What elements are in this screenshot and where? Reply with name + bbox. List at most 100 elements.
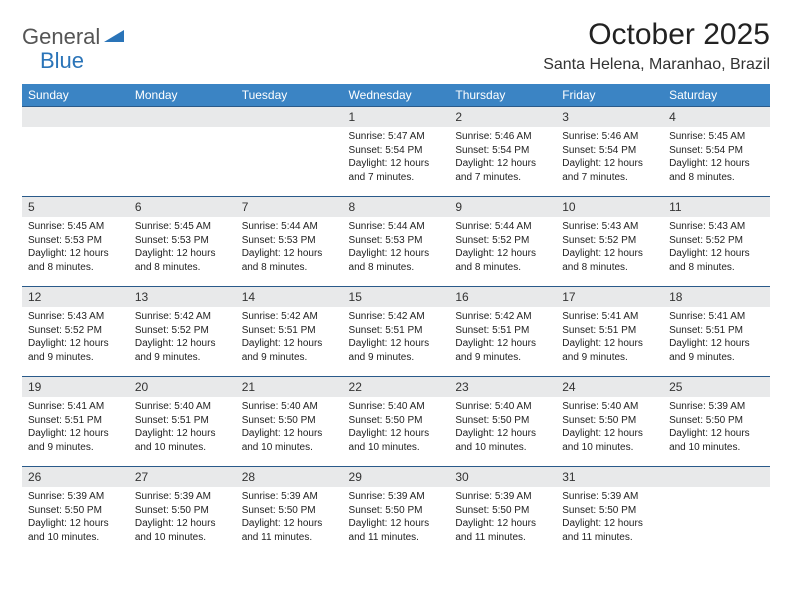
day-number: 20 [129, 377, 236, 397]
calendar-day-cell: 18Sunrise: 5:41 AMSunset: 5:51 PMDayligh… [663, 287, 770, 377]
day-number: 8 [343, 197, 450, 217]
weekday-header: Monday [129, 84, 236, 107]
day-details: Sunrise: 5:42 AMSunset: 5:52 PMDaylight:… [129, 307, 236, 368]
day-details: Sunrise: 5:43 AMSunset: 5:52 PMDaylight:… [663, 217, 770, 278]
day-number: 22 [343, 377, 450, 397]
calendar-day-cell: 4Sunrise: 5:45 AMSunset: 5:54 PMDaylight… [663, 107, 770, 197]
calendar-week-row: 1Sunrise: 5:47 AMSunset: 5:54 PMDaylight… [22, 107, 770, 197]
day-number: 1 [343, 107, 450, 127]
calendar-day-cell: 27Sunrise: 5:39 AMSunset: 5:50 PMDayligh… [129, 467, 236, 551]
weekday-header: Thursday [449, 84, 556, 107]
calendar-day-cell: 21Sunrise: 5:40 AMSunset: 5:50 PMDayligh… [236, 377, 343, 467]
day-number: 27 [129, 467, 236, 487]
calendar-day-cell: 17Sunrise: 5:41 AMSunset: 5:51 PMDayligh… [556, 287, 663, 377]
calendar-day-cell: 28Sunrise: 5:39 AMSunset: 5:50 PMDayligh… [236, 467, 343, 551]
day-details: Sunrise: 5:40 AMSunset: 5:50 PMDaylight:… [236, 397, 343, 458]
calendar-day-cell: 23Sunrise: 5:40 AMSunset: 5:50 PMDayligh… [449, 377, 556, 467]
weekday-header: Sunday [22, 84, 129, 107]
day-number: 10 [556, 197, 663, 217]
calendar-day-cell: 9Sunrise: 5:44 AMSunset: 5:52 PMDaylight… [449, 197, 556, 287]
day-details: Sunrise: 5:39 AMSunset: 5:50 PMDaylight:… [129, 487, 236, 548]
calendar-day-cell: 20Sunrise: 5:40 AMSunset: 5:51 PMDayligh… [129, 377, 236, 467]
day-details: Sunrise: 5:43 AMSunset: 5:52 PMDaylight:… [556, 217, 663, 278]
day-number: 9 [449, 197, 556, 217]
day-details: Sunrise: 5:44 AMSunset: 5:52 PMDaylight:… [449, 217, 556, 278]
calendar-day-cell: 6Sunrise: 5:45 AMSunset: 5:53 PMDaylight… [129, 197, 236, 287]
day-details: Sunrise: 5:40 AMSunset: 5:50 PMDaylight:… [449, 397, 556, 458]
calendar-day-cell: 30Sunrise: 5:39 AMSunset: 5:50 PMDayligh… [449, 467, 556, 551]
day-number: 7 [236, 197, 343, 217]
weekday-header: Friday [556, 84, 663, 107]
day-details: Sunrise: 5:39 AMSunset: 5:50 PMDaylight:… [343, 487, 450, 548]
calendar-empty-cell [22, 107, 129, 197]
day-details: Sunrise: 5:40 AMSunset: 5:51 PMDaylight:… [129, 397, 236, 458]
day-details: Sunrise: 5:39 AMSunset: 5:50 PMDaylight:… [236, 487, 343, 548]
calendar-header-row: SundayMondayTuesdayWednesdayThursdayFrid… [22, 84, 770, 107]
day-number: 18 [663, 287, 770, 307]
day-number: 23 [449, 377, 556, 397]
calendar-empty-cell [129, 107, 236, 197]
calendar-week-row: 19Sunrise: 5:41 AMSunset: 5:51 PMDayligh… [22, 377, 770, 467]
calendar-day-cell: 19Sunrise: 5:41 AMSunset: 5:51 PMDayligh… [22, 377, 129, 467]
calendar-day-cell: 16Sunrise: 5:42 AMSunset: 5:51 PMDayligh… [449, 287, 556, 377]
day-number: 26 [22, 467, 129, 487]
calendar-day-cell: 8Sunrise: 5:44 AMSunset: 5:53 PMDaylight… [343, 197, 450, 287]
day-details: Sunrise: 5:39 AMSunset: 5:50 PMDaylight:… [22, 487, 129, 548]
day-number: 14 [236, 287, 343, 307]
calendar-empty-cell [236, 107, 343, 197]
header: General October 2025 Santa Helena, Maran… [22, 18, 770, 74]
weekday-header: Tuesday [236, 84, 343, 107]
day-number: 3 [556, 107, 663, 127]
day-number [663, 467, 770, 487]
title-block: October 2025 Santa Helena, Maranhao, Bra… [543, 18, 770, 74]
day-details: Sunrise: 5:39 AMSunset: 5:50 PMDaylight:… [449, 487, 556, 548]
day-number [22, 107, 129, 127]
day-details [22, 127, 129, 177]
calendar-day-cell: 24Sunrise: 5:40 AMSunset: 5:50 PMDayligh… [556, 377, 663, 467]
day-details [129, 127, 236, 177]
day-details: Sunrise: 5:43 AMSunset: 5:52 PMDaylight:… [22, 307, 129, 368]
calendar-empty-cell [663, 467, 770, 551]
day-details: Sunrise: 5:42 AMSunset: 5:51 PMDaylight:… [343, 307, 450, 368]
day-number: 24 [556, 377, 663, 397]
day-number [236, 107, 343, 127]
weekday-header: Wednesday [343, 84, 450, 107]
calendar-body: 1Sunrise: 5:47 AMSunset: 5:54 PMDaylight… [22, 107, 770, 551]
day-details: Sunrise: 5:42 AMSunset: 5:51 PMDaylight:… [236, 307, 343, 368]
day-details: Sunrise: 5:45 AMSunset: 5:54 PMDaylight:… [663, 127, 770, 188]
calendar-day-cell: 12Sunrise: 5:43 AMSunset: 5:52 PMDayligh… [22, 287, 129, 377]
calendar-day-cell: 31Sunrise: 5:39 AMSunset: 5:50 PMDayligh… [556, 467, 663, 551]
calendar-day-cell: 13Sunrise: 5:42 AMSunset: 5:52 PMDayligh… [129, 287, 236, 377]
calendar-day-cell: 5Sunrise: 5:45 AMSunset: 5:53 PMDaylight… [22, 197, 129, 287]
calendar-day-cell: 3Sunrise: 5:46 AMSunset: 5:54 PMDaylight… [556, 107, 663, 197]
day-details: Sunrise: 5:45 AMSunset: 5:53 PMDaylight:… [22, 217, 129, 278]
day-number: 17 [556, 287, 663, 307]
day-details: Sunrise: 5:40 AMSunset: 5:50 PMDaylight:… [556, 397, 663, 458]
day-number: 19 [22, 377, 129, 397]
calendar-day-cell: 14Sunrise: 5:42 AMSunset: 5:51 PMDayligh… [236, 287, 343, 377]
day-details: Sunrise: 5:44 AMSunset: 5:53 PMDaylight:… [236, 217, 343, 278]
day-number: 29 [343, 467, 450, 487]
calendar-week-row: 12Sunrise: 5:43 AMSunset: 5:52 PMDayligh… [22, 287, 770, 377]
calendar-week-row: 5Sunrise: 5:45 AMSunset: 5:53 PMDaylight… [22, 197, 770, 287]
calendar-day-cell: 1Sunrise: 5:47 AMSunset: 5:54 PMDaylight… [343, 107, 450, 197]
calendar-table: SundayMondayTuesdayWednesdayThursdayFrid… [22, 84, 770, 551]
day-details: Sunrise: 5:44 AMSunset: 5:53 PMDaylight:… [343, 217, 450, 278]
calendar-day-cell: 15Sunrise: 5:42 AMSunset: 5:51 PMDayligh… [343, 287, 450, 377]
logo-text-blue: Blue [40, 48, 84, 74]
day-number: 31 [556, 467, 663, 487]
calendar-day-cell: 11Sunrise: 5:43 AMSunset: 5:52 PMDayligh… [663, 197, 770, 287]
day-number: 25 [663, 377, 770, 397]
day-number: 30 [449, 467, 556, 487]
logo: General [22, 18, 126, 50]
day-details: Sunrise: 5:47 AMSunset: 5:54 PMDaylight:… [343, 127, 450, 188]
day-number: 16 [449, 287, 556, 307]
day-number: 12 [22, 287, 129, 307]
logo-triangle-icon [104, 26, 124, 42]
calendar-day-cell: 2Sunrise: 5:46 AMSunset: 5:54 PMDaylight… [449, 107, 556, 197]
month-title: October 2025 [543, 18, 770, 52]
calendar-day-cell: 29Sunrise: 5:39 AMSunset: 5:50 PMDayligh… [343, 467, 450, 551]
day-details: Sunrise: 5:45 AMSunset: 5:53 PMDaylight:… [129, 217, 236, 278]
day-details: Sunrise: 5:41 AMSunset: 5:51 PMDaylight:… [556, 307, 663, 368]
calendar-day-cell: 22Sunrise: 5:40 AMSunset: 5:50 PMDayligh… [343, 377, 450, 467]
